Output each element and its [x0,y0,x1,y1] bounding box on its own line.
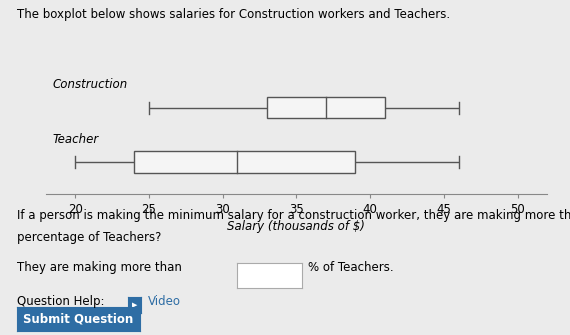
Text: They are making more than: They are making more than [17,261,182,274]
Bar [267,97,385,119]
Text: If a person is making the minimum salary for a construction worker, they are mak: If a person is making the minimum salary… [17,209,570,222]
Text: % of Teachers.: % of Teachers. [308,261,393,274]
Text: Video: Video [148,295,181,308]
Text: percentage of Teachers?: percentage of Teachers? [17,231,161,244]
X-axis label: Salary (thousands of $): Salary (thousands of $) [227,220,365,233]
Text: Submit Question: Submit Question [23,313,133,325]
Text: Teacher: Teacher [53,133,99,145]
Text: Question Help:: Question Help: [17,295,105,308]
Text: The boxplot below shows salaries for Construction workers and Teachers.: The boxplot below shows salaries for Con… [17,8,450,21]
Text: Construction: Construction [53,78,128,91]
Bar [134,151,356,173]
Text: ▶: ▶ [132,302,137,308]
